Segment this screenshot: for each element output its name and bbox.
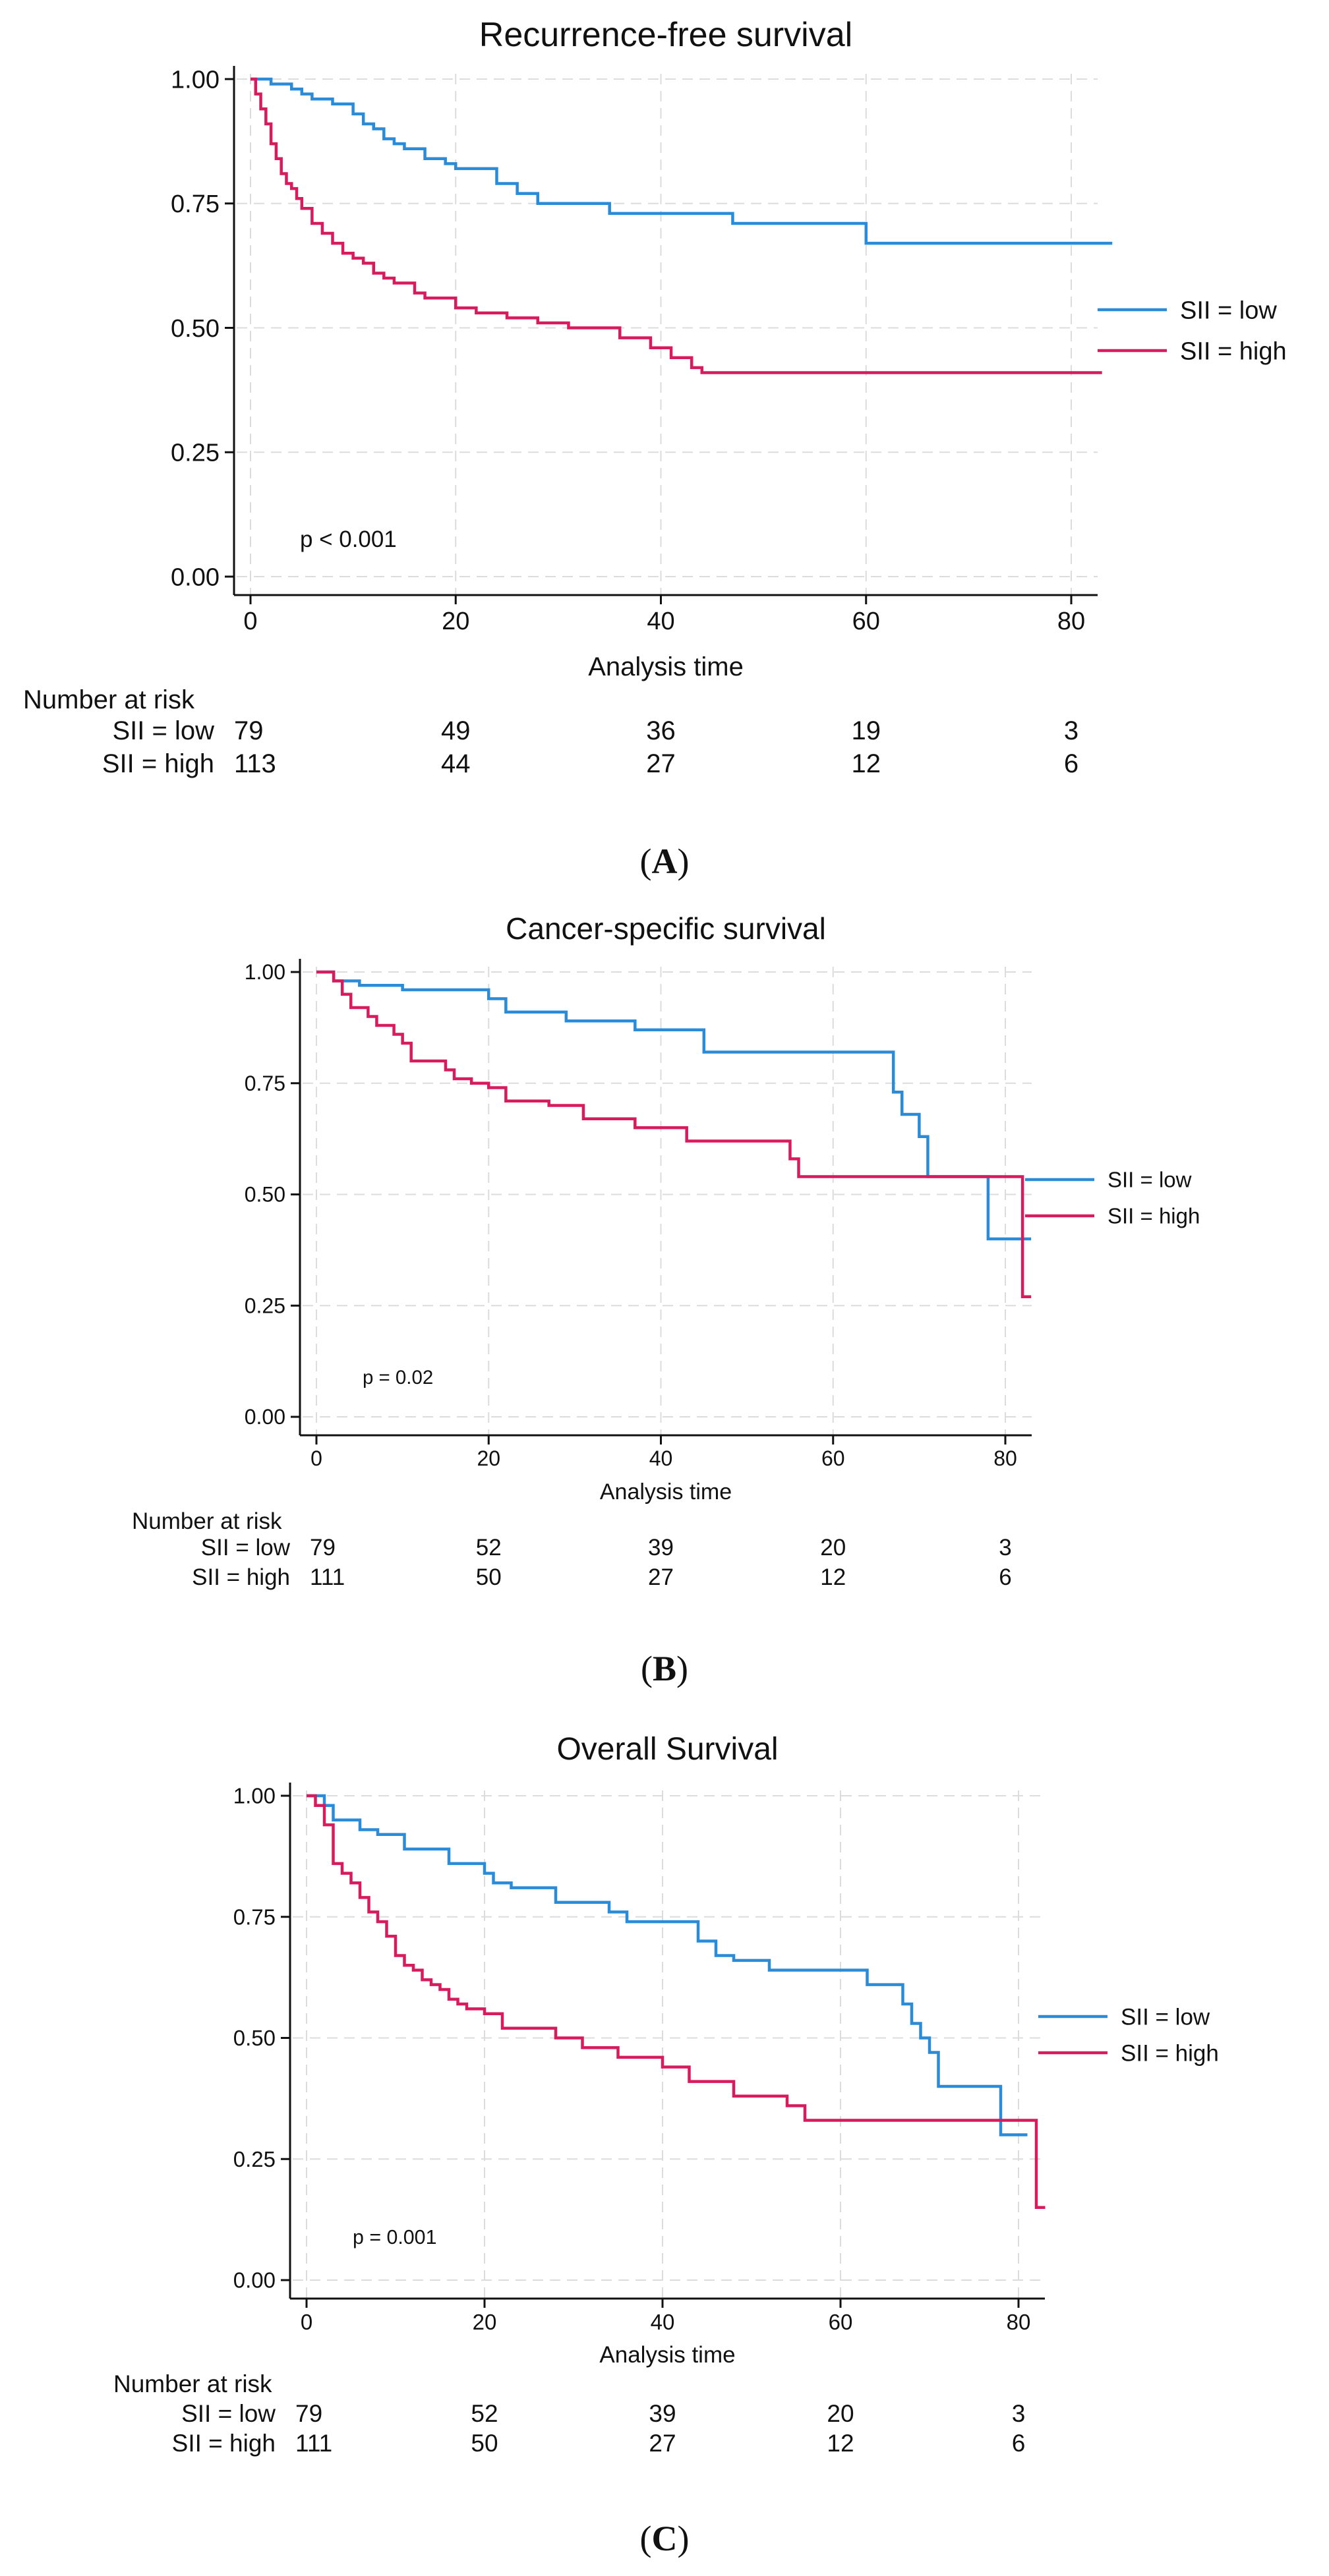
risk-table-heading: Number at risk [132,1508,282,1534]
series-line-high [316,970,1032,1298]
legend-label-low: SII = low [1108,1168,1192,1192]
risk-value: 27 [646,749,676,778]
risk-row-label: SII = low [181,2400,276,2427]
p-value-annotation: p = 0.02 [363,1367,433,1388]
risk-value: 111 [310,1564,345,1590]
risk-row-label: SII = high [102,749,214,778]
y-tick-label: 0.25 [171,440,220,467]
x-tick-label: 80 [1007,2310,1031,2334]
series-line-high [307,1794,1046,2209]
chart-title: Recurrence-free survival [479,16,852,54]
risk-table-heading: Number at risk [23,685,195,714]
risk-table-heading: Number at risk [113,2370,272,2397]
p-value-annotation: p < 0.001 [300,527,397,552]
series-line-low [316,970,1032,1241]
x-tick-label: 60 [829,2310,853,2334]
x-axis-label: Analysis time [600,1479,732,1504]
chart-title: Overall Survival [556,1732,778,1767]
risk-value: 20 [827,2400,854,2427]
risk-row-label: SII = high [172,2430,276,2457]
y-tick-label: 0.75 [245,1072,285,1095]
risk-value: 12 [827,2430,854,2457]
risk-value: 111 [295,2430,332,2457]
risk-row-label: SII = low [112,716,214,745]
risk-value: 6 [999,1564,1011,1590]
risk-value: 6 [1064,749,1078,778]
x-axis-label: Analysis time [599,2342,735,2368]
risk-value: 3 [1064,716,1078,745]
panel-a: Recurrence-free survival 0.00 0.25 0.50 0.75… [23,16,1287,881]
y-tick-label: 0.75 [171,190,220,218]
legend-label-high: SII = high [1180,337,1287,365]
panel-caption: (C) [640,2519,690,2558]
x-tick-label: 40 [647,608,674,635]
risk-value: 27 [648,1564,674,1590]
risk-value: 6 [1012,2430,1026,2457]
panel-caption: (B) [641,1649,688,1688]
series-line-high [251,77,1102,374]
risk-value: 3 [999,1535,1011,1560]
x-tick-label: 60 [821,1446,845,1470]
y-tick-label: 0.25 [233,2147,276,2171]
risk-value: 3 [1012,2400,1026,2427]
x-tick-label: 20 [477,1446,500,1470]
y-tick-label: 0.50 [171,315,220,343]
risk-value: 39 [648,1535,674,1560]
risk-value: 19 [852,716,881,745]
risk-value: 12 [820,1564,846,1590]
y-tick-label: 1.00 [245,960,285,984]
panel-b: Cancer-specific survival 0.00 0.25 0.50 0.75… [132,911,1200,1688]
legend-label-low: SII = low [1121,2004,1210,2030]
risk-row-label: SII = high [192,1564,290,1590]
risk-value: 39 [649,2400,676,2427]
y-tick-label: 0.25 [245,1294,285,1317]
x-tick-label: 40 [649,1446,673,1470]
legend-label-high: SII = high [1108,1204,1200,1228]
y-tick-label: 0.00 [245,1405,285,1429]
chart-title: Cancer-specific survival [506,911,826,946]
series-line-low [251,77,1113,245]
legend-label-high: SII = high [1121,2040,1219,2066]
x-tick-label: 0 [243,608,257,635]
panel-caption: (A) [640,842,690,881]
y-tick-label: 0.50 [245,1183,285,1207]
y-tick-label: 1.00 [233,1784,276,1808]
risk-value: 79 [310,1535,336,1560]
panel-c: Overall Survival 0.00 0.25 0.50 0.75 1.00 0 20 4… [113,1732,1219,2558]
x-tick-label: 0 [310,1446,322,1470]
risk-value: 52 [476,1535,502,1560]
risk-value: 20 [820,1535,846,1560]
risk-value: 49 [441,716,471,745]
series-line-low [307,1794,1028,2136]
x-tick-label: 0 [301,2310,312,2334]
legend-label-low: SII = low [1180,297,1277,324]
risk-value: 50 [471,2430,498,2457]
x-tick-label: 80 [1057,608,1085,635]
risk-value: 52 [471,2400,498,2427]
risk-row-label: SII = low [201,1535,291,1560]
y-tick-label: 0.00 [233,2268,276,2293]
x-tick-label: 40 [651,2310,675,2334]
y-tick-label: 1.00 [171,66,220,94]
risk-value: 12 [852,749,881,778]
x-tick-label: 20 [442,608,469,635]
x-tick-label: 60 [852,608,880,635]
p-value-annotation: p = 0.001 [353,2227,436,2248]
risk-value: 50 [476,1564,502,1590]
x-tick-label: 20 [473,2310,497,2334]
risk-value: 79 [295,2400,322,2427]
x-axis-label: Analysis time [588,652,744,681]
y-tick-label: 0.75 [233,1904,276,1929]
risk-value: 44 [441,749,471,778]
x-tick-label: 80 [993,1446,1017,1470]
risk-value: 79 [234,716,264,745]
y-tick-label: 0.50 [233,2026,276,2050]
risk-value: 113 [234,749,276,778]
risk-value: 27 [649,2430,676,2457]
y-tick-label: 0.00 [171,563,220,591]
risk-value: 36 [646,716,676,745]
